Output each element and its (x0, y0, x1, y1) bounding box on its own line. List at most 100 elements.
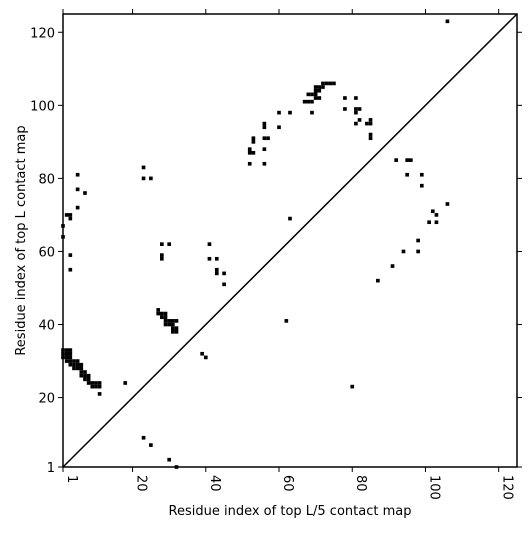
contact-point (310, 92, 314, 97)
contact-point (171, 326, 175, 331)
contact-point (163, 315, 168, 320)
contact-point (83, 377, 87, 382)
contact-point (332, 81, 336, 86)
contact-point (222, 271, 226, 276)
contact-point (434, 220, 439, 225)
contact-point (354, 110, 358, 115)
contact-point (160, 311, 164, 316)
contact-point (68, 359, 73, 363)
contact-point (86, 381, 91, 385)
contact-point (266, 136, 270, 141)
contact-point (75, 362, 80, 367)
contact-point (288, 216, 292, 221)
contact-point (277, 110, 281, 115)
contact-point (247, 150, 252, 155)
contact-point (167, 322, 172, 327)
contact-point (68, 213, 73, 217)
contact-point (310, 99, 314, 104)
contact-point (90, 381, 95, 385)
x-axis-label: Residue index of top L/5 contact map (169, 504, 412, 519)
contact-point (86, 373, 91, 378)
x-axis-ticks: 1 20 40 60 80 100 120 (62, 9, 515, 500)
contact-point (343, 96, 347, 100)
contact-point (262, 161, 267, 166)
contact-point (90, 384, 95, 389)
contact-point (434, 213, 439, 217)
contact-point (200, 351, 204, 356)
contact-point (401, 249, 406, 254)
contact-point (64, 359, 69, 363)
contact-point (419, 172, 424, 177)
contact-point (149, 443, 153, 447)
contact-point (430, 209, 435, 214)
contact-point (445, 202, 450, 206)
contact-point (68, 216, 73, 221)
contact-point (357, 118, 362, 122)
contact-point (302, 99, 307, 104)
contact-point (328, 81, 333, 86)
y-tick-label: 40 (38, 319, 55, 334)
contact-point (251, 136, 256, 141)
contact-point (251, 140, 256, 144)
contact-point (262, 136, 267, 141)
contact-point (376, 278, 380, 283)
contact-point (68, 253, 73, 257)
y-tick-label: 100 (30, 99, 55, 114)
contact-point (321, 81, 325, 86)
contact-point (68, 362, 73, 367)
data-points (61, 19, 450, 469)
contact-point (262, 147, 267, 151)
contact-point (171, 322, 175, 327)
contact-point (445, 19, 450, 24)
contact-point (419, 183, 424, 188)
contact-point (207, 256, 212, 261)
contact-point (160, 242, 164, 246)
contact-point (163, 322, 168, 327)
contact-point (207, 242, 212, 246)
contact-point (141, 435, 146, 440)
contact-point (368, 118, 373, 122)
x-tick-label: 1 (64, 475, 79, 483)
contact-point (160, 253, 164, 257)
contact-point (83, 191, 87, 195)
contact-point (64, 213, 69, 217)
contact-point (343, 107, 347, 111)
contact-point (171, 319, 175, 323)
contact-point (68, 355, 73, 360)
contact-point (86, 377, 91, 382)
contact-point (317, 85, 322, 89)
contact-point (313, 96, 318, 100)
contact-point (427, 220, 431, 225)
contact-point (97, 381, 102, 385)
contact-point (317, 88, 322, 93)
contact-point (262, 121, 267, 126)
contact-point (160, 256, 164, 261)
contact-point (72, 366, 76, 371)
contact-point (97, 392, 102, 396)
contact-point (251, 150, 256, 155)
contact-point (79, 366, 84, 371)
contact-point (64, 351, 69, 356)
x-tick-label: 60 (280, 475, 295, 492)
contact-point (83, 373, 87, 378)
contact-point (141, 176, 146, 181)
contact-point (313, 85, 318, 89)
contact-point (79, 362, 84, 367)
contact-point (416, 249, 420, 254)
contact-point (354, 96, 358, 100)
contact-point (354, 121, 358, 126)
contact-point (357, 107, 362, 111)
contact-point (149, 176, 153, 181)
contact-point (97, 384, 102, 389)
contact-point (365, 121, 369, 126)
contact-point (354, 107, 358, 111)
contact-point (174, 319, 179, 323)
plot-frame (62, 13, 518, 468)
contact-point (167, 319, 172, 323)
contact-point (306, 92, 311, 97)
y-axis-label: Residue index of top L contact map (14, 125, 29, 355)
contact-point (68, 348, 73, 352)
contact-point (174, 326, 179, 331)
contact-point (405, 172, 409, 177)
contact-point (313, 92, 318, 97)
